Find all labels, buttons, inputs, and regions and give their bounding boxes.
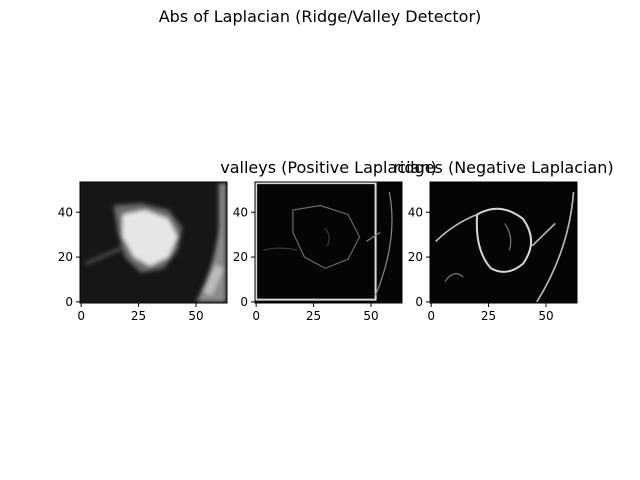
y-tick-label: 0 xyxy=(65,295,73,309)
x-tick-label: 50 xyxy=(363,309,378,323)
x-tick-label: 25 xyxy=(306,309,321,323)
y-tick-label: 40 xyxy=(58,205,73,219)
panel-title-ridges: ridges (Negative Laplacian) xyxy=(393,158,614,177)
panel-2: 0 25 50 0 20 40 xyxy=(233,181,403,323)
y-tick-label: 20 xyxy=(58,250,73,264)
x-tick-label: 0 xyxy=(77,309,85,323)
x-tick-label: 25 xyxy=(131,309,146,323)
figure-suptitle: Abs of Laplacian (Ridge/Valley Detector) xyxy=(158,7,482,26)
y-tick-label: 40 xyxy=(233,205,248,219)
x-tick-label: 0 xyxy=(427,309,435,323)
y-tick-label: 0 xyxy=(415,295,423,309)
x-tick-label: 50 xyxy=(538,309,553,323)
panel-title-valleys: valleys (Positive Laplacian) xyxy=(220,158,437,177)
axes-frame xyxy=(79,181,228,304)
y-tick-label: 0 xyxy=(240,295,248,309)
x-tick-label: 0 xyxy=(252,309,260,323)
y-tick-label: 20 xyxy=(233,250,248,264)
y-tick-label: 40 xyxy=(408,205,423,219)
panel-1: 0 25 50 0 20 40 xyxy=(58,181,228,323)
x-tick-label: 50 xyxy=(188,309,203,323)
axes-frame xyxy=(254,181,403,304)
panel-3: 0 25 50 0 20 40 xyxy=(408,181,578,323)
y-tick-label: 20 xyxy=(408,250,423,264)
x-tick-label: 25 xyxy=(481,309,496,323)
axes-frame xyxy=(429,181,578,304)
